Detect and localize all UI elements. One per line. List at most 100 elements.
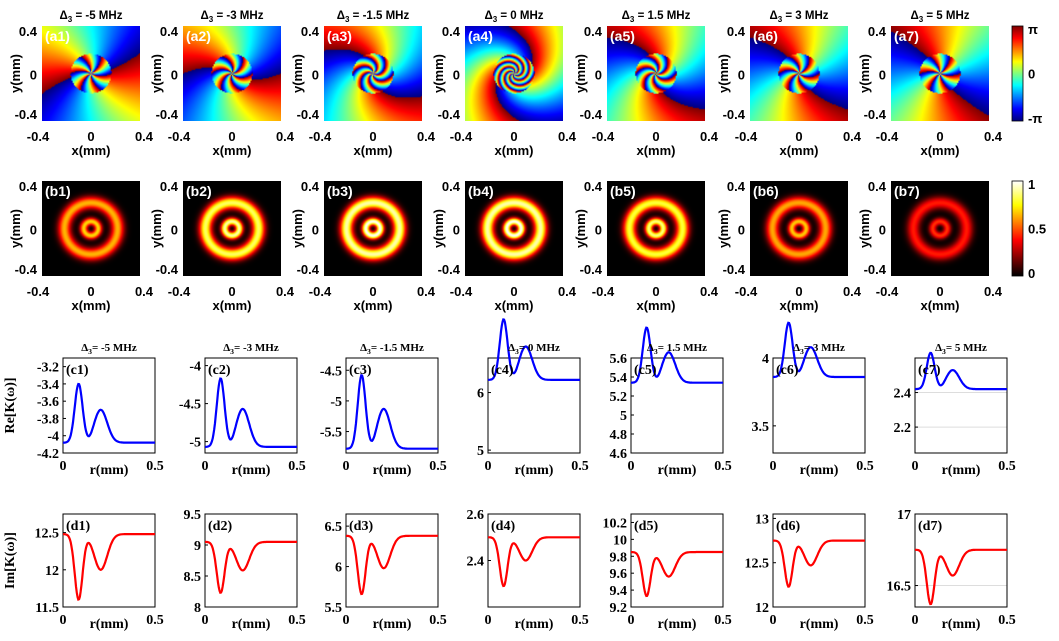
x-tick-label: 0 [936, 284, 943, 299]
y-axis-label: y(mm) [716, 209, 731, 248]
panel-b4: (b4) 0.4 0 -0.4 y(mm) -0.4 0 0.4 x(mm) [431, 179, 577, 313]
y-tick-label: 6.5 [325, 520, 343, 535]
colorbar-tick-label: 0.5 [1028, 222, 1046, 237]
y-tick-label: 17 [897, 508, 911, 523]
title-value: = 0 MHz [497, 10, 544, 22]
panel-label: (b5) [610, 183, 636, 199]
y-tick-label: 0.4 [160, 179, 179, 194]
y-tick-label: 0.4 [19, 179, 38, 194]
panel-a6: (a6) 0.4 0 -0.4 y(mm) -0.4 0 0.4 x(mm) [716, 24, 862, 158]
y-tick-label: -4.5 [320, 364, 342, 379]
x-axis-label: x(mm) [494, 298, 533, 313]
y-tick-label: 12 [755, 601, 769, 616]
y-tick-label: 0.4 [442, 24, 461, 39]
y-tick-label: 10.2 [603, 516, 628, 531]
x-axis-label: x(mm) [779, 143, 818, 158]
title-subscript: 3 [942, 347, 946, 356]
colorbar-frame [1011, 25, 1024, 122]
panel-a2: (a2) 0.4 0 -0.4 y(mm) -0.4 0 0.4 x(mm) [149, 24, 295, 158]
x-axis-label: x(mm) [353, 143, 392, 158]
title-delta: Δ [360, 342, 367, 354]
plot-frame [62, 513, 156, 608]
y-tick-label: 2.2 [894, 421, 912, 436]
x-tick-label: 0.4 [417, 284, 436, 299]
panel-c2: -4 -4.5 -50 0.5 r(mm) (c2) [179, 357, 306, 478]
panel-label: (d7) [918, 519, 942, 534]
panel-b2: (b2) 0.4 0 -0.4 y(mm) -0.4 0 0.4 x(mm) [149, 179, 295, 313]
panel-label: (c6) [776, 363, 799, 378]
y-tick-label: 0 [171, 68, 178, 83]
x-tick-label: 0 [228, 129, 235, 144]
title-delta: Δ [81, 342, 88, 354]
x-tick-label: 0.5 [429, 613, 447, 628]
panel-title: Δ3 = -5 MHz [60, 10, 123, 24]
panel-label: (b6) [753, 183, 779, 199]
y-tick-label: -3.6 [37, 395, 59, 410]
x-axis-label: r(mm) [90, 463, 129, 478]
x-tick-label: 0.5 [429, 459, 447, 474]
x-tick-label: -0.4 [735, 284, 758, 299]
series-line [915, 351, 1007, 391]
x-tick-label: 0 [343, 613, 350, 628]
panel-label: (a2) [186, 28, 211, 44]
phase-map-1 [42, 26, 140, 121]
x-tick-label: -0.4 [876, 129, 899, 144]
title-value: = -3 MHz [213, 10, 263, 22]
panel-c5: 5.6 5.4 5.2 5 4.8 4.60 0.5 r(mm) (c5) [610, 326, 732, 478]
x-axis-label: r(mm) [373, 463, 412, 478]
y-tick-label: 12 [45, 564, 59, 579]
x-axis-label: r(mm) [232, 617, 271, 632]
panel-d5: 10.2 10 9.8 9.6 9.4 9.20 0.5 r(mm) (d5) [603, 513, 732, 632]
y-tick-label: -0.4 [580, 107, 603, 122]
x-axis-label: x(mm) [71, 143, 110, 158]
plot-frame [772, 357, 866, 454]
y-tick-label: 0.4 [584, 179, 603, 194]
y-tick-label: 4.6 [610, 447, 628, 462]
x-axis-label: x(mm) [636, 298, 675, 313]
panel-d2: 9.5 9 8.5 80 0.5 r(mm) (d2) [184, 508, 306, 632]
plot-frame [62, 357, 156, 454]
title-value: = -5 MHz [72, 10, 122, 22]
x-tick-label: 0 [795, 284, 802, 299]
x-axis-label: x(mm) [212, 298, 251, 313]
x-tick-label: -0.4 [27, 284, 50, 299]
x-tick-label: -0.4 [592, 129, 615, 144]
y-tick-label: -0.4 [15, 262, 38, 277]
x-tick-label: 0.4 [984, 129, 1003, 144]
y-tick-label: -5 [189, 436, 201, 451]
y-tick-label: 9 [194, 539, 201, 554]
x-tick-label: 0.5 [571, 613, 589, 628]
y-tick-label: 0 [30, 68, 37, 83]
y-tick-label: -0.4 [864, 262, 887, 277]
panel-label: (d6) [776, 519, 800, 534]
x-axis-label: x(mm) [920, 143, 959, 158]
intensity-map-4 [465, 181, 563, 276]
panel-b5: (b5) 0.4 0 -0.4 y(mm) -0.4 0 0.4 x(mm) [573, 179, 719, 313]
panel-d3: 6.5 6 5.50 0.5 r(mm) (d3) [325, 513, 447, 632]
y-tick-label: -3.8 [37, 412, 59, 427]
x-tick-label: 0 [87, 284, 94, 299]
y-tick-label: 5.2 [610, 390, 628, 405]
phase-map-3 [324, 26, 422, 121]
y-tick-label: 13 [755, 512, 769, 527]
intensity-map-1 [42, 181, 140, 276]
panel-title: Δ3= -1.5 MHz [360, 342, 424, 356]
x-tick-label: 0 [912, 613, 919, 628]
x-tick-label: 0.4 [558, 284, 577, 299]
plot-frame [345, 357, 439, 454]
y-axis-label: y(mm) [8, 209, 23, 248]
plot-frame [204, 513, 298, 608]
x-tick-label: 0.4 [135, 129, 154, 144]
colorbar-a [1012, 26, 1023, 121]
x-tick-label: 0.4 [700, 284, 719, 299]
y-tick-label: 0 [312, 68, 319, 83]
panel-a3: (a3) 0.4 0 -0.4 y(mm) -0.4 0 0.4 x(mm) [290, 24, 436, 158]
title-subscript: 3 [88, 347, 92, 356]
title-value: = 3 MHz [782, 10, 829, 22]
colorbar-tick-label: π [1028, 22, 1038, 37]
x-tick-label: 0 [795, 129, 802, 144]
panel-label: (c1) [66, 363, 89, 378]
intensity-map-3 [324, 181, 422, 276]
title-subscript: 3 [515, 347, 519, 356]
